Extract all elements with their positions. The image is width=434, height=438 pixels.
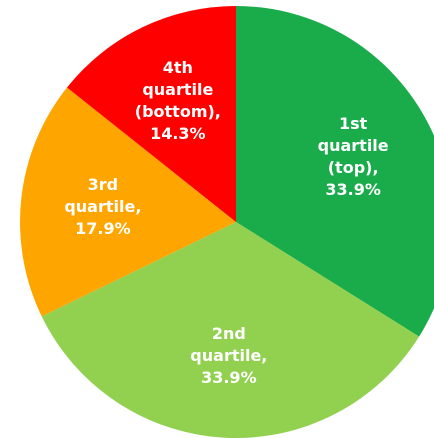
category-label: 2nd quartile, (190, 323, 268, 365)
category-label: 1st quartile (top), (317, 114, 389, 178)
pie-slice (19, 87, 236, 317)
value-label: 14.3% (150, 124, 206, 144)
slice-label: 3rd quartile, 17.9% (64, 174, 141, 240)
pie-slice (236, 6, 434, 337)
category-label: 4th quartile (bottom), (134, 58, 221, 122)
slice-label: 1st quartile (top), 33.9% (318, 113, 389, 201)
slice-label: 4th quartile (bottom), 14.3% (135, 57, 221, 145)
value-label: 33.9% (325, 180, 381, 200)
slice-label: 2nd quartile, 33.9% (190, 323, 267, 389)
pie-slice (41, 222, 420, 438)
category-label: 3rd quartile, (64, 175, 142, 217)
value-label: 17.9% (75, 219, 131, 239)
pie-slice (67, 6, 236, 222)
value-label: 33.9% (201, 367, 257, 387)
